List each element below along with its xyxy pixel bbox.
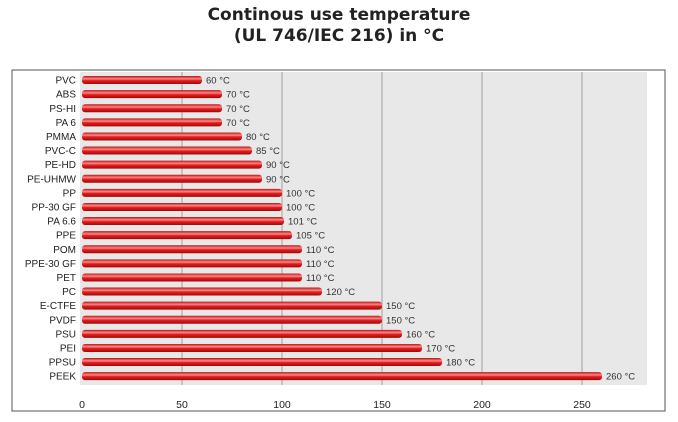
- category-label: PMMA: [46, 132, 76, 143]
- value-label: 70 °C: [226, 90, 250, 101]
- value-label: 110 °C: [306, 273, 335, 284]
- value-label: 150 °C: [386, 301, 415, 312]
- bar: [82, 104, 222, 113]
- category-label: PVC-C: [45, 146, 76, 157]
- value-label: 90 °C: [266, 160, 290, 171]
- category-label: POM: [53, 245, 76, 256]
- value-label: 110 °C: [306, 245, 335, 256]
- category-label: PS-HI: [49, 104, 76, 115]
- value-label: 70 °C: [226, 104, 250, 115]
- value-label: 105 °C: [296, 231, 325, 242]
- category-label: PA 6: [56, 118, 77, 129]
- value-label: 100 °C: [286, 188, 315, 199]
- value-label: 70 °C: [226, 118, 250, 129]
- category-label: PVC: [55, 76, 76, 87]
- x-tick-label: 100: [273, 399, 291, 411]
- category-label: PPSU: [49, 358, 76, 369]
- bar: [82, 259, 302, 268]
- value-label: 110 °C: [306, 259, 335, 270]
- bar: [82, 202, 282, 211]
- bar: [82, 372, 602, 381]
- value-label: 260 °C: [606, 372, 635, 383]
- bar: [82, 132, 242, 141]
- category-label: PEEK: [49, 372, 76, 383]
- bar: [82, 231, 292, 240]
- x-tick-label: 200: [473, 399, 491, 411]
- value-label: 101 °C: [288, 217, 317, 228]
- value-label: 150 °C: [386, 315, 415, 326]
- x-tick-label: 150: [373, 399, 391, 411]
- category-label: PP-30 GF: [32, 202, 76, 213]
- value-label: 85 °C: [256, 146, 280, 157]
- bar: [82, 160, 262, 169]
- value-label: 60 °C: [206, 76, 230, 87]
- x-tick-label: 50: [176, 399, 188, 411]
- x-tick-label: 250: [573, 399, 591, 411]
- category-label: PA 6.6: [47, 217, 76, 228]
- category-label: E-CTFE: [40, 301, 76, 312]
- bar: [82, 301, 382, 310]
- category-label: PPE-30 GF: [25, 259, 76, 270]
- bar: [82, 343, 422, 352]
- category-label: PVDF: [49, 315, 76, 326]
- bar: [82, 245, 302, 254]
- category-label: PC: [62, 287, 76, 298]
- chart-title-line-2: (UL 746/IEC 216) in °C: [233, 26, 445, 46]
- value-label: 180 °C: [446, 358, 475, 369]
- bar: [82, 146, 252, 155]
- category-label: PE-UHMW: [27, 174, 76, 185]
- category-label: ABS: [56, 90, 76, 101]
- category-label: PET: [57, 273, 76, 284]
- bar: [82, 315, 382, 324]
- bar: [82, 118, 222, 127]
- bar: [82, 174, 262, 183]
- bar: [82, 287, 322, 296]
- bar: [82, 273, 302, 282]
- chart-title-line-1: Continous use temperature: [207, 5, 471, 25]
- bar: [82, 90, 222, 99]
- value-label: 160 °C: [406, 329, 435, 340]
- category-label: PP: [63, 188, 77, 199]
- bar: [82, 329, 402, 338]
- value-label: 170 °C: [426, 343, 455, 354]
- value-label: 90 °C: [266, 174, 290, 185]
- x-tick-label: 0: [79, 399, 85, 411]
- bar: [82, 358, 442, 367]
- bar: [82, 217, 284, 226]
- category-label: PEI: [60, 343, 76, 354]
- value-label: 80 °C: [246, 132, 270, 143]
- category-label: PPE: [56, 231, 76, 242]
- value-label: 120 °C: [326, 287, 355, 298]
- value-label: 100 °C: [286, 202, 315, 213]
- category-label: PSU: [55, 329, 76, 340]
- category-label: PE-HD: [45, 160, 76, 171]
- bar: [82, 188, 282, 197]
- bar: [82, 76, 202, 85]
